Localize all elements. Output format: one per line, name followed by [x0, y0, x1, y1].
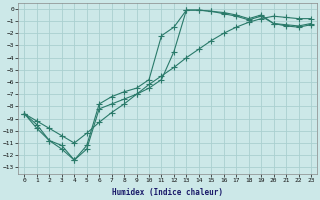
X-axis label: Humidex (Indice chaleur): Humidex (Indice chaleur)	[112, 188, 223, 197]
